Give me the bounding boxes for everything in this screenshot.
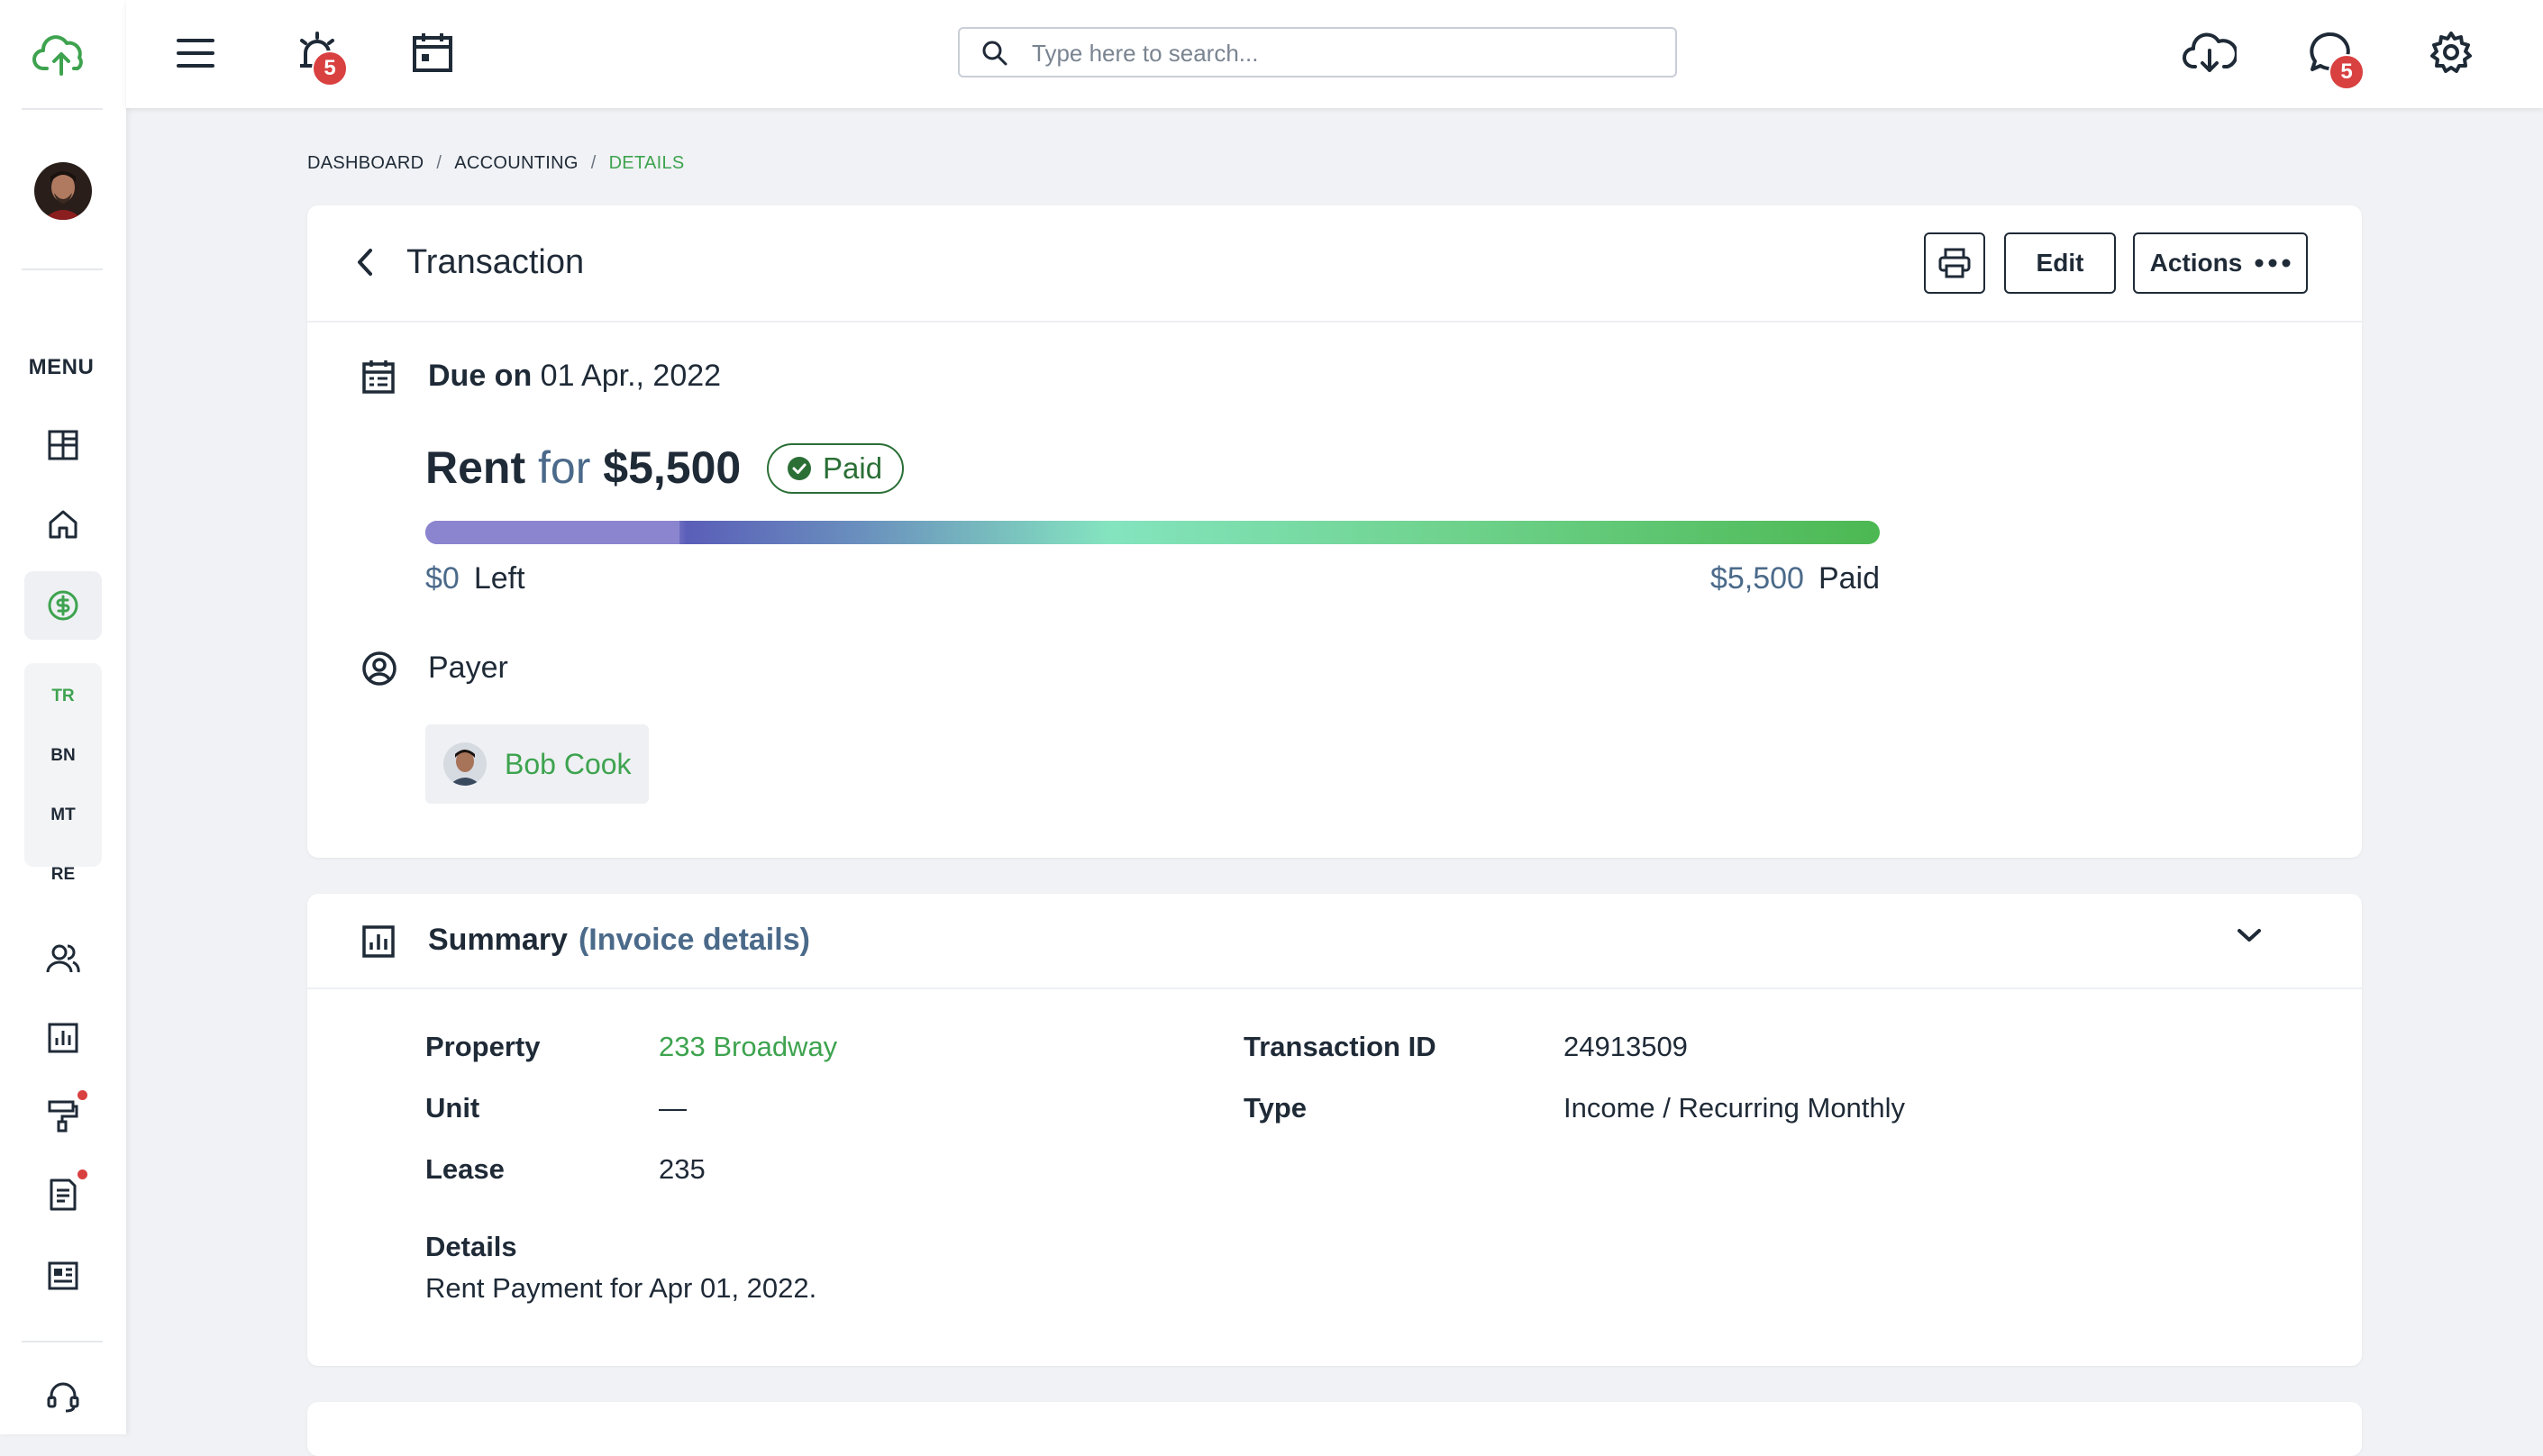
accounting-submenu: TR BN MT RE <box>24 663 102 884</box>
sidebar: MENU TR BN MT RE <box>0 0 127 1434</box>
check-circle-icon <box>788 457 811 480</box>
settings-gear-icon[interactable] <box>2426 27 2476 77</box>
maintenance-roller-icon[interactable] <box>40 1092 87 1139</box>
next-card <box>307 1402 2362 1456</box>
submenu-item-tr[interactable]: TR <box>51 687 75 705</box>
payer-label: Payer <box>428 651 508 685</box>
actions-button[interactable]: Actions <box>2133 232 2308 294</box>
collapse-chevron-icon[interactable] <box>2236 926 2263 944</box>
property-label: Property <box>425 1031 541 1062</box>
edit-button[interactable]: Edit <box>2004 232 2116 294</box>
accounting-dollar-icon[interactable] <box>24 571 102 640</box>
payer-chip[interactable]: Bob Cook <box>425 724 649 804</box>
home-icon[interactable] <box>40 501 87 548</box>
sidebar-divider <box>22 108 103 110</box>
left-amount-value: $0 <box>425 561 460 596</box>
for-label: for <box>538 442 591 493</box>
breadcrumb: DASHBOARD / ACCOUNTING / DETAILS <box>307 153 685 173</box>
payer-user-icon <box>361 651 397 687</box>
dashboard-icon[interactable] <box>40 422 87 469</box>
back-chevron-icon[interactable] <box>354 247 376 278</box>
progress-highlight <box>425 521 680 544</box>
summary-header-divider <box>307 987 2362 989</box>
transaction-id-value: 24913509 <box>1563 1031 1688 1062</box>
unit-label: Unit <box>425 1092 480 1124</box>
documents-icon[interactable] <box>40 1171 87 1218</box>
summary-chart-icon <box>361 924 396 959</box>
rent-label: Rent <box>425 442 526 493</box>
lease-value: 235 <box>659 1153 706 1185</box>
property-link[interactable]: 233 Broadway <box>659 1031 838 1062</box>
hamburger-menu-icon[interactable] <box>173 31 218 76</box>
transaction-id-label: Transaction ID <box>1244 1031 1436 1062</box>
page-title: Transaction <box>406 243 585 281</box>
unit-value: — <box>659 1092 687 1124</box>
user-avatar[interactable] <box>34 162 92 220</box>
lease-label: Lease <box>425 1153 505 1185</box>
type-value: Income / Recurring Monthly <box>1563 1092 1906 1124</box>
search-box[interactable] <box>958 27 1677 77</box>
print-button[interactable] <box>1924 232 1985 294</box>
top-bar: 5 5 <box>126 0 2543 108</box>
paid-amount-value: $5,500 <box>1709 561 1804 596</box>
due-date-line: Due on 01 Apr., 2022 <box>428 359 721 394</box>
alerts-count-badge: 5 <box>312 50 348 86</box>
reports-chart-icon[interactable] <box>40 1015 87 1061</box>
listings-icon[interactable] <box>40 1252 87 1299</box>
documents-notification-dot <box>77 1169 87 1179</box>
cloud-download-icon[interactable] <box>2181 25 2238 83</box>
paid-amount-label: Paid <box>1818 561 1880 596</box>
payment-progress-bar <box>425 521 1880 544</box>
support-headset-icon[interactable] <box>40 1373 87 1420</box>
printer-icon <box>1938 248 1971 278</box>
rent-amount: $5,500 <box>603 442 742 493</box>
submenu-item-bn[interactable]: BN <box>50 746 76 765</box>
payer-name[interactable]: Bob Cook <box>505 747 632 780</box>
actions-label: Actions <box>2149 249 2243 277</box>
submenu-item-re[interactable]: RE <box>50 865 76 884</box>
amount-paid: $5,500 Paid <box>1710 561 1880 596</box>
summary-heading: Summary <box>428 923 568 957</box>
status-badge: Paid <box>767 443 905 494</box>
chat-messages-icon[interactable] <box>2305 27 2356 77</box>
status-label: Paid <box>823 451 883 485</box>
left-amount-label: Left <box>473 561 525 596</box>
users-icon[interactable] <box>40 935 87 982</box>
sidebar-divider <box>22 1341 103 1342</box>
summary-title[interactable]: Summary (Invoice details) <box>428 923 810 958</box>
submenu-item-mt[interactable]: MT <box>50 805 76 824</box>
search-icon <box>981 40 1008 67</box>
transaction-card: Transaction Edit Actions Due on 01 Apr.,… <box>307 205 2362 858</box>
breadcrumb-details: DETAILS <box>608 153 685 173</box>
search-input[interactable] <box>1030 36 1655 70</box>
payer-avatar <box>443 742 487 786</box>
rent-amount-heading: Rent for $5,500 <box>425 441 741 494</box>
calendar-icon[interactable] <box>407 27 458 77</box>
breadcrumb-dashboard[interactable]: DASHBOARD <box>307 153 424 173</box>
due-prefix: Due on <box>428 359 533 393</box>
calendar-due-icon <box>361 359 396 395</box>
summary-subtitle: (Invoice details) <box>578 923 810 957</box>
more-dots-icon <box>2255 259 2291 268</box>
details-label: Details <box>425 1231 517 1262</box>
cloud-upload-logo-icon[interactable] <box>32 31 90 77</box>
amount-left: $0 Left <box>425 561 525 596</box>
due-date: 01 Apr., 2022 <box>540 359 722 393</box>
sidebar-divider <box>22 268 103 270</box>
breadcrumb-accounting[interactable]: ACCOUNTING <box>454 153 579 173</box>
menu-label: MENU <box>28 355 95 379</box>
summary-card: Summary (Invoice details) Property 233 Br… <box>307 894 2362 1366</box>
type-label: Type <box>1244 1092 1308 1124</box>
maintenance-notification-dot <box>77 1090 87 1100</box>
messages-count-badge: 5 <box>2329 54 2365 90</box>
card-header-divider <box>307 321 2362 323</box>
details-value: Rent Payment for Apr 01, 2022. <box>425 1272 817 1304</box>
